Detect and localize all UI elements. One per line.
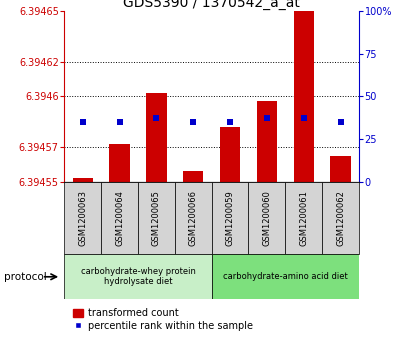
Point [153,115,160,121]
Bar [146,93,166,182]
Text: GSM1200064: GSM1200064 [115,190,124,246]
Title: GDS5390 / 1370542_a_at: GDS5390 / 1370542_a_at [123,0,300,10]
Bar [330,156,351,182]
Bar [64,182,101,254]
Legend: transformed count, percentile rank within the sample: transformed count, percentile rank withi… [69,304,256,335]
Text: GSM1200066: GSM1200066 [189,190,198,246]
Bar [286,182,322,254]
Bar [322,182,359,254]
Bar [73,178,93,182]
Bar [220,127,240,182]
Text: protocol: protocol [4,272,47,282]
Text: GSM1200061: GSM1200061 [299,190,308,246]
Bar [249,182,286,254]
Bar [257,101,277,182]
Bar [110,144,130,182]
Text: carbohydrate-whey protein
hydrolysate diet: carbohydrate-whey protein hydrolysate di… [81,267,195,286]
Bar [293,11,314,181]
Point [190,119,197,125]
Text: GSM1200062: GSM1200062 [336,190,345,246]
Point [264,115,270,121]
Bar [101,182,138,254]
Bar [64,254,212,299]
Bar [212,182,249,254]
Text: GSM1200059: GSM1200059 [226,190,234,246]
Bar [212,254,359,299]
Text: GSM1200063: GSM1200063 [78,190,87,246]
Point [300,115,307,121]
Point [337,119,344,125]
Bar [138,182,175,254]
Point [227,119,233,125]
Point [116,119,123,125]
Bar [183,171,203,182]
Bar [175,182,212,254]
Text: GSM1200065: GSM1200065 [152,190,161,246]
Text: GSM1200060: GSM1200060 [262,190,271,246]
Point [79,119,86,125]
Text: carbohydrate-amino acid diet: carbohydrate-amino acid diet [223,272,348,281]
